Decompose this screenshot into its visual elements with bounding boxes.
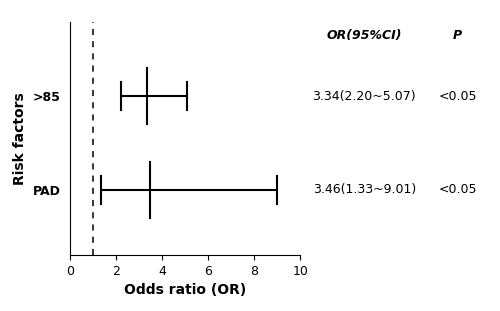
Text: 3.46(1.33~9.01): 3.46(1.33~9.01) bbox=[312, 183, 416, 196]
Text: 3.34(2.20~5.07): 3.34(2.20~5.07) bbox=[312, 90, 416, 103]
Text: P: P bbox=[453, 29, 462, 42]
Text: OR(95%CI): OR(95%CI) bbox=[326, 29, 402, 42]
X-axis label: Odds ratio (OR): Odds ratio (OR) bbox=[124, 283, 246, 297]
Text: <0.05: <0.05 bbox=[438, 183, 477, 196]
Y-axis label: Risk factors: Risk factors bbox=[13, 92, 27, 185]
Text: <0.05: <0.05 bbox=[438, 90, 477, 103]
